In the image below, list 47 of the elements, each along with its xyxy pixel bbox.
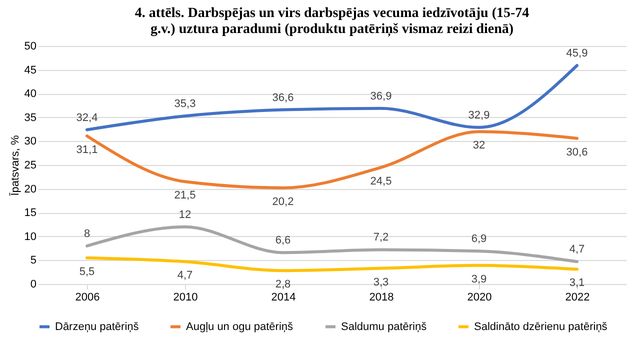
data-label: 36,9 [370,90,392,102]
y-tick-label: 35 [24,112,36,124]
y-axis-title: Īpatsvars, % [8,135,22,196]
x-tick-label: 2020 [467,292,492,304]
legend-label: Dārzeņu patēriņš [55,320,140,333]
x-tick-label: 2018 [369,292,394,304]
data-label: 8 [84,228,90,240]
data-label: 7,2 [373,232,389,244]
data-label: 4,7 [569,244,585,256]
x-tick-label: 2014 [271,292,296,304]
y-tick-label: 30 [24,136,36,148]
data-label: 30,6 [566,146,588,158]
data-label: 21,5 [174,190,196,202]
data-label: 24,5 [370,175,392,188]
data-label: 5,5 [79,266,95,278]
data-label: 32 [472,140,486,152]
y-tick-label: 15 [24,207,36,220]
data-label: 32,4 [76,112,98,124]
legend-label: Augļu un ogu patēriņš [186,320,294,333]
y-tick-label: 10 [24,230,36,243]
y-tick-label: 25 [24,160,36,172]
legend-label: Saldināto dzērienu patēriņš [474,320,608,333]
data-label: 12 [178,208,192,221]
data-label: 3,9 [471,273,487,286]
data-label: 35,3 [174,98,196,110]
y-tick-label: 20 [24,183,36,196]
data-label: 6,6 [275,234,291,247]
x-tick-label: 2022 [565,292,590,304]
data-label: 45,9 [566,48,588,60]
y-tick-label: 50 [24,40,36,52]
data-label: 3,3 [373,276,389,288]
legend-label: Saldumu patēriņš [341,320,428,333]
y-tick-label: 5 [30,254,36,267]
chart-title: 4. attēls. Darbspējas un virs darbspējas vecuma iedzīvotāju (15-74 g.v.) uztura paradumi (produktu patēriņš vismaz reizi dienā) [134,6,530,37]
data-label: 2,8 [275,278,291,291]
data-label: 20,2 [272,196,294,208]
data-label: 3,1 [569,277,585,290]
data-label: 31,1 [76,144,98,156]
data-label: 32,9 [468,109,490,122]
x-tick-label: 2010 [173,292,198,304]
y-tick-label: 0 [30,278,36,290]
y-tick-label: 40 [24,88,36,100]
data-label: 4,7 [177,270,193,282]
x-tick-label: 2006 [75,292,100,304]
y-tick-label: 45 [24,64,36,76]
data-label: 36,6 [272,92,294,104]
data-label: 6,9 [471,233,487,246]
